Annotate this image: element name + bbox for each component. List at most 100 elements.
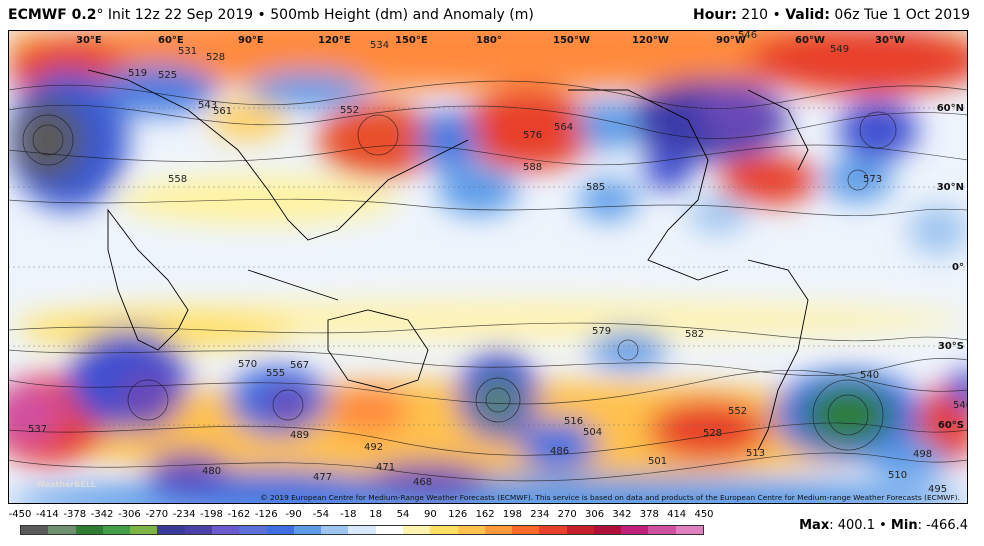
colorbar-tick-label: -54 [312,509,330,520]
colorbar-swatch [75,526,103,534]
colorbar-tick-label: 306 [585,509,605,520]
lon-label: 30°E [76,35,102,46]
contour-label: 477 [313,472,332,483]
contour-label: 576 [523,130,542,141]
lon-label: 90°W [716,35,746,46]
hour-value: 210 [741,7,769,23]
colorbar-swatch [211,526,240,534]
contour-label: 501 [648,456,667,467]
degree-symbol: ° [96,7,104,23]
product-name: 500mb Height (dm) and Anomaly (m) [270,7,534,23]
contour-label: 528 [206,52,225,63]
contour-label: 579 [592,326,611,337]
colorbar-swatch [457,526,485,534]
contour-label: 540 [860,370,879,381]
anomaly-shading [8,30,968,504]
colorbar-tick-label: 234 [530,509,550,520]
colorbar-swatch [484,526,513,534]
contour-label: 570 [238,359,257,370]
colorbar-swatch [102,526,131,534]
lat-label: 30°S [938,341,964,352]
colorbar-tick-label: 90 [424,509,437,520]
colorbar-swatch [184,526,212,534]
colorbar-tick-label: 414 [667,509,687,520]
colorbar [20,525,704,535]
contour-label: 534 [370,40,389,51]
valid-value: 06z Tue 1 Oct 2019 [834,7,970,23]
latitude-labels: 60°N 30°N 0° 30°S 60°S [937,103,964,431]
contour-label: 588 [523,162,542,173]
colorbar-swatch [621,526,649,534]
lat-label: 30°N [937,182,964,193]
colorbar-swatch [648,526,676,534]
valid-time-info: Hour: 210 • Valid: 06z Tue 1 Oct 2019 [693,7,970,23]
contour-label: 504 [583,427,602,438]
contour-label: 552 [340,105,359,116]
lon-label: 120°W [632,35,669,46]
colorbar-swatch [566,526,594,534]
contour-label: 468 [413,477,432,488]
contour-labels: 519 525 531 528 534 543 546 549 561 552 … [28,30,968,495]
contour-label: 546 [738,30,757,41]
contour-label: 558 [168,174,187,185]
lon-label: 60°E [158,35,184,46]
colorbar-swatch [293,526,322,534]
lon-label: 180° [476,35,502,46]
colorbar-swatch [539,526,567,534]
colorbar-swatch [239,526,267,534]
height-contours [8,80,968,482]
colorbar-swatch [512,526,540,534]
lon-label: 150°W [553,35,590,46]
contour-label: 564 [554,122,573,133]
model-name: ECMWF 0.2 [8,7,97,23]
colorbar-tick-label: -270 [145,509,169,520]
contour-label: 552 [728,406,747,417]
lon-label: 120°E [318,35,351,46]
contour-label: 498 [913,449,932,460]
contour-label: 561 [213,106,232,117]
colorbar-tick-label: -450 [8,509,32,520]
anomaly-map: 30°E 60°E 90°E 120°E 150°E 180° 150°W 12… [8,30,968,504]
colorbar-swatch [157,526,185,534]
colorbar-tick-label: -198 [200,509,223,520]
colorbar-tick-label: 54 [396,509,410,520]
contour-label: 582 [685,329,704,340]
max-min-stats: Max: 400.1 • Min: -466.4 [799,518,968,533]
lat-label: 60°N [937,103,964,114]
lon-label: 30°W [875,35,905,46]
contour-label: 555 [266,368,285,379]
colorbar-swatch [348,526,376,534]
colorbar-swatch [48,526,76,534]
colorbar-tick-label: 126 [448,509,468,520]
colorbar-tick-label: -234 [172,509,196,520]
lon-label: 60°W [795,35,825,46]
lon-label: 150°E [395,35,428,46]
colorbar-tick-label: 378 [639,509,659,520]
hour-label: Hour: [693,7,737,23]
colorbar-tick-label: 450 [694,509,714,520]
contour-label: 486 [550,446,569,457]
map-border [8,30,968,504]
contour-label: 492 [364,442,383,453]
contour-label: 528 [703,428,722,439]
contour-label: 546 [953,400,968,411]
colorbar-tick-label: -18 [340,509,357,520]
colorbar-tick-label: -162 [227,509,251,520]
separator: • [772,7,781,23]
max-label: Max [799,518,830,533]
copyright-notice: © 2019 European Centre for Medium-Range … [260,493,960,502]
max-value: : 400.1 [829,518,875,533]
contour-label: 516 [564,416,583,427]
lon-label: 90°E [238,35,264,46]
colorbar-swatch [130,526,158,534]
header: ECMWF 0.2° Init 12z 22 Sep 2019 • 500mb … [0,0,984,30]
lat-label: 0° [952,262,964,273]
colorbar-tick-label: -414 [36,509,59,520]
contour-label: 480 [202,466,221,477]
colorbar-swatch [375,526,403,534]
chart-title: ECMWF 0.2° Init 12z 22 Sep 2019 • 500mb … [8,7,534,23]
contour-label: 495 [928,484,947,495]
min-value: : -466.4 [917,518,968,533]
contour-label: 471 [376,462,395,473]
separator: • [257,7,266,23]
